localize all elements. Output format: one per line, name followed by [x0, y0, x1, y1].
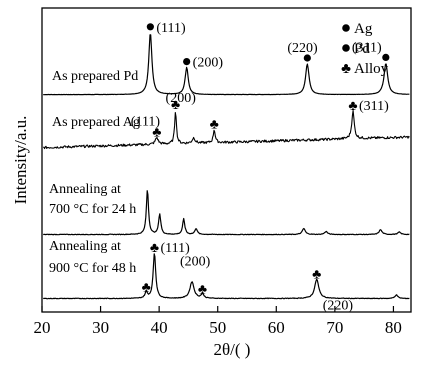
- series-1-peak-label-0: (111): [131, 115, 161, 130]
- series-1-peak-label-3: (311): [359, 99, 389, 114]
- series-label-900-text: Annealing at: [49, 239, 121, 254]
- x-axis-label: 2θ/( ): [214, 340, 251, 359]
- series-0-peak-marker-3: [382, 53, 390, 62]
- series-3-peak-label-4: (220): [323, 298, 354, 313]
- x-tick-label-20: 20: [34, 318, 51, 337]
- series-1-peak-marker-2: ♣: [210, 117, 219, 132]
- series-0-peak-marker-2: [303, 54, 311, 62]
- series-1-peak-marker-3: ♣: [348, 99, 357, 114]
- series-1-peak-marker-0: ♣: [152, 126, 161, 141]
- legend-alloy-label: Alloy: [354, 61, 389, 77]
- series-1-peak-label-1: (200): [166, 91, 197, 106]
- series-1-trace: [43, 109, 410, 150]
- series-label-900-text-2: 900 °C for 48 h: [49, 261, 136, 276]
- series-0-peak-marker-0: [146, 23, 154, 31]
- series-label-700: Annealing at 700 °C for 24 h: [49, 182, 136, 217]
- legend-ag-marker: [342, 24, 350, 32]
- x-tick-marks: [41, 306, 395, 312]
- series-label-700-text-2: 700 °C for 24 h: [49, 202, 136, 217]
- series-3-peak-marker-3: ♣: [198, 282, 207, 297]
- plot-frame: [41, 7, 412, 313]
- x-tick-label-40: 40: [151, 318, 168, 337]
- series-label-pd: As prepared Pd: [52, 69, 138, 84]
- legend-ag-label: Ag: [354, 21, 373, 37]
- series-label-700-text: Annealing at: [49, 182, 121, 197]
- legend-pd-marker: [342, 44, 350, 52]
- series-0-peak-label-2: (220): [287, 41, 318, 56]
- x-tick-label-60: 60: [268, 318, 285, 337]
- series-label-900: Annealing at 900 °C for 48 h: [49, 239, 136, 276]
- series-3-trace: [43, 253, 410, 300]
- series-0-peak-label-0: (111): [156, 21, 186, 36]
- legend-alloy-marker: ♣: [341, 61, 351, 77]
- series-traces: [43, 34, 410, 300]
- x-tick-label-50: 50: [209, 318, 226, 337]
- peak-annotations: (111)(200)(220) (311)♣(111)♣(200)♣♣ (311)♣…: [131, 21, 390, 313]
- legend-pd-label: Pd: [354, 41, 370, 57]
- series-3-peak-label-2: (200): [180, 255, 211, 270]
- series-3-peak-marker-1: ♣: [150, 241, 159, 256]
- x-tick-labels: 20 30 40 50 60 70 80: [34, 318, 402, 337]
- series-0-trace: [43, 34, 410, 96]
- series-1-peak-marker-1: ♣: [171, 98, 180, 113]
- legend: Ag Pd ♣ Alloy: [341, 21, 389, 77]
- series-3-peak-marker-4: ♣: [312, 267, 321, 282]
- y-axis-label: Intensity/a.u.: [11, 116, 30, 205]
- series-3-peak-marker-0: ♣: [142, 281, 151, 296]
- series-0-peak-marker-1: [183, 58, 191, 66]
- x-tick-label-70: 70: [326, 318, 343, 337]
- series-2-trace: [43, 190, 410, 236]
- series-3-peak-label-1: (111): [160, 241, 190, 256]
- series-0-peak-label-3: (311): [352, 40, 382, 55]
- x-tick-label-30: 30: [92, 318, 109, 337]
- x-tick-label-80: 80: [385, 318, 402, 337]
- series-label-ag: As prepared Ag: [52, 115, 140, 130]
- series-0-peak-label-1: (200): [193, 56, 224, 71]
